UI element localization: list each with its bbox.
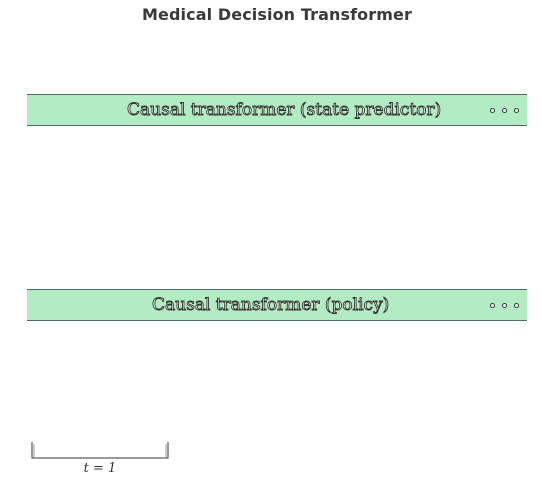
ellipsis-icon bbox=[490, 290, 519, 320]
timestep-bracket bbox=[31, 442, 169, 459]
ellipsis-icon bbox=[490, 95, 519, 125]
policy-band: Causal transformer (policy) bbox=[27, 289, 527, 321]
state-predictor-band: Causal transformer (state predictor) bbox=[27, 94, 527, 126]
timestep-label: t = 1 bbox=[83, 461, 117, 476]
policy-label: Causal transformer (policy) bbox=[152, 295, 390, 316]
state-predictor-label: Causal transformer (state predictor) bbox=[127, 100, 442, 121]
diagram-title: Medical Decision Transformer bbox=[142, 5, 412, 24]
